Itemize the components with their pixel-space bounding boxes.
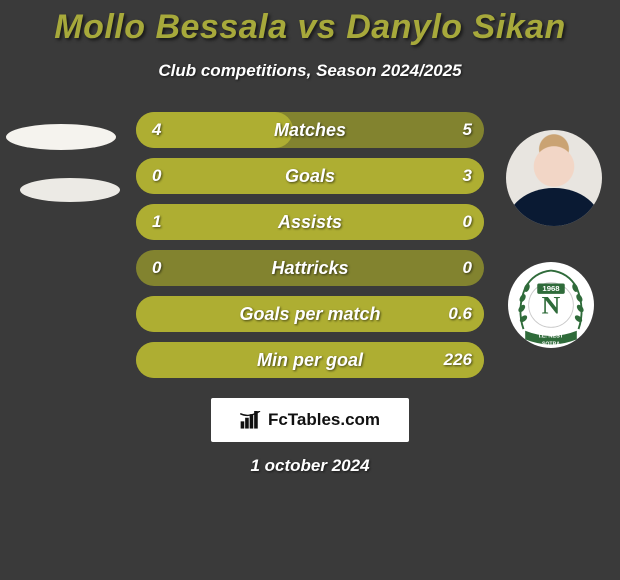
stat-row: Hattricks0 0 [0,250,620,286]
stat-value-right: 3 [463,158,472,194]
bar-chart-icon [240,411,262,429]
stat-row: Matches4 5 [0,112,620,148]
stat-value-left: 4 [152,112,161,148]
stats-chart: Matches45Goals03Assists10Hattricks00Goal… [0,112,620,388]
date-text: 1 october 2024 [0,456,620,476]
stat-row: Min per goal226 [0,342,620,378]
page-title: Mollo Bessala vs Danylo Sikan [0,0,620,47]
stat-value-left: 0 [152,158,161,194]
stat-row: Goals0 3 [0,158,620,194]
stat-label: Goals per match [0,296,620,332]
subtitle: Club competitions, Season 2024/2025 [0,61,620,81]
branding-text: FcTables.com [268,410,380,430]
stat-value-right: 0.6 [448,296,472,332]
stat-label: Matches [0,112,620,148]
stat-label: Assists [0,204,620,240]
stat-value-right: 5 [463,112,472,148]
stat-value-right: 0 [463,204,472,240]
branding-badge: FcTables.com [211,398,409,442]
stat-value-right: 0 [463,250,472,286]
stat-row: Goals per match0.6 [0,296,620,332]
stat-value-right: 226 [444,342,472,378]
stat-label: Min per goal [0,342,620,378]
stat-label: Hattricks [0,250,620,286]
stat-value-left: 1 [152,204,161,240]
stat-value-left: 0 [152,250,161,286]
comparison-infographic: Mollo Bessala vs Danylo Sikan Club compe… [0,0,620,580]
stat-row: Assists1 0 [0,204,620,240]
stat-label: Goals [0,158,620,194]
